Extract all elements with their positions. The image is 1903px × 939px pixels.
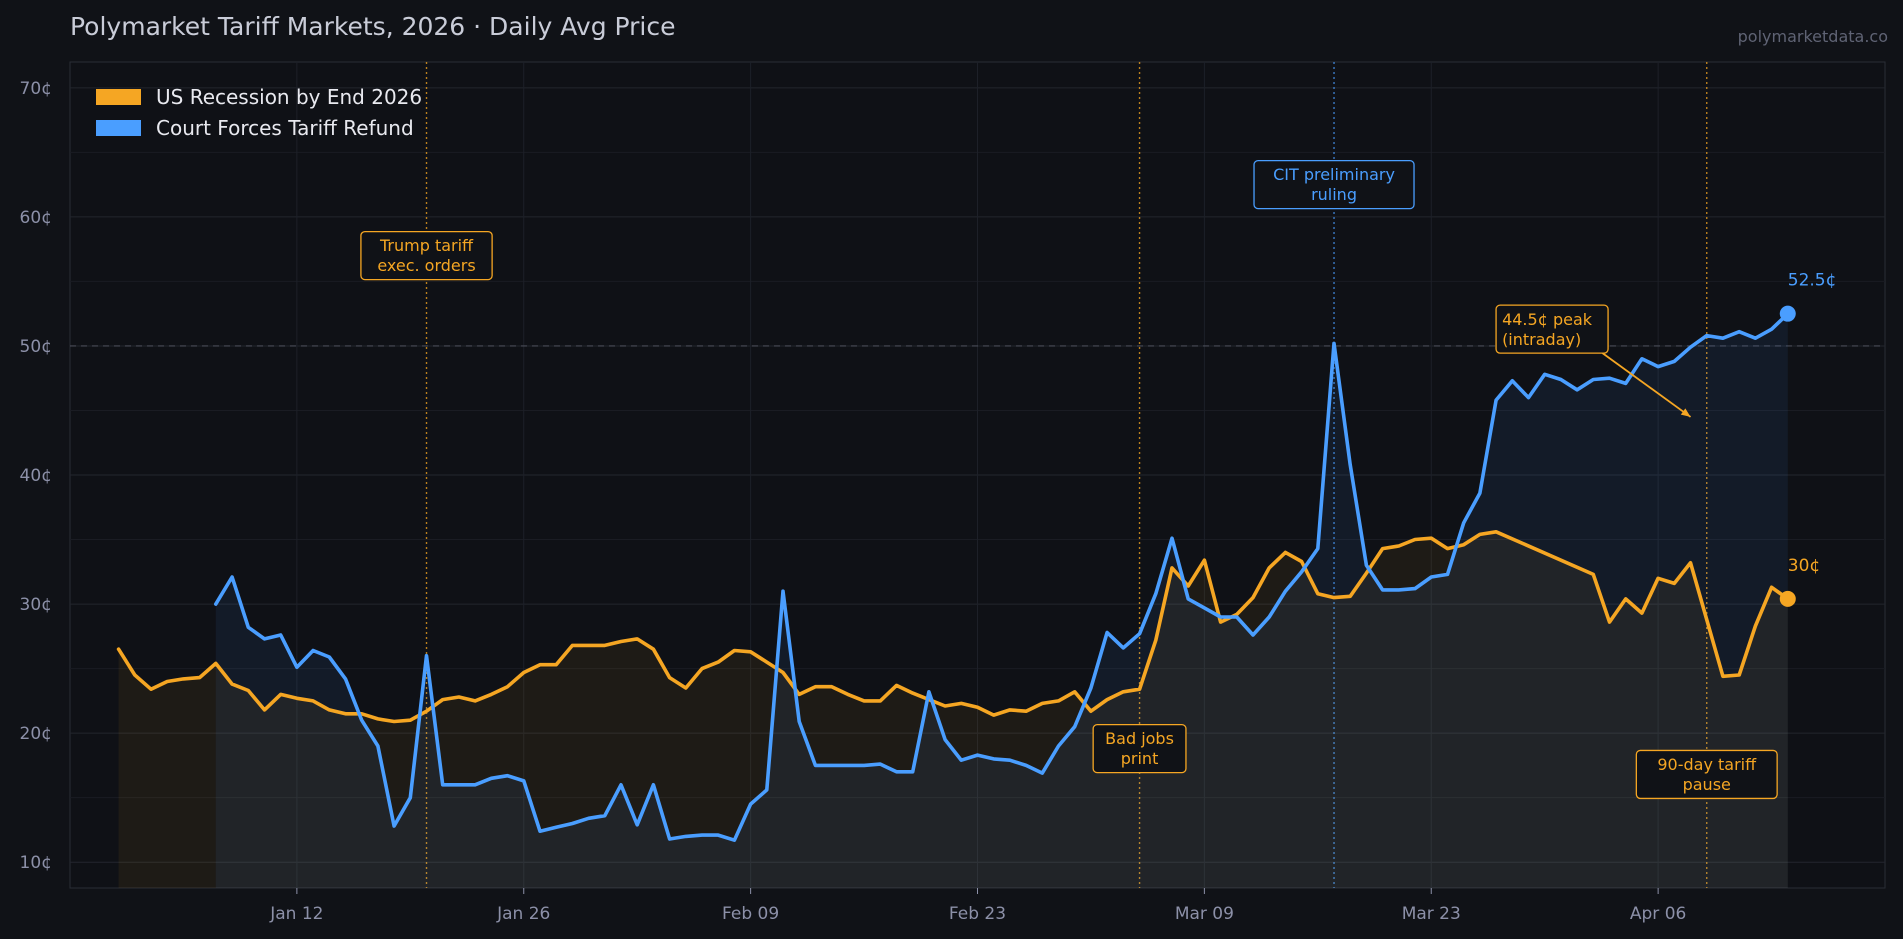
annotation-text: 90-day tariff (1657, 755, 1757, 774)
series-end-label-1: 52.5¢ (1788, 271, 1837, 291)
annotation-text: ruling (1311, 185, 1357, 204)
x-tick-label: Feb 23 (949, 904, 1006, 924)
annotation-text: 44.5¢ peak (1502, 310, 1593, 329)
series-line-1 (214, 311, 1790, 842)
y-tick-label: 60¢ (20, 208, 52, 228)
annotation-box (1495, 304, 1609, 354)
annotation-arrowhead (1680, 408, 1691, 417)
series-lines (116, 305, 1796, 842)
annotation-text: Bad jobs (1105, 729, 1174, 748)
legend-swatch-0 (96, 89, 141, 105)
x-tick-label: Mar 09 (1175, 904, 1234, 924)
y-tick-label: 70¢ (20, 79, 52, 99)
x-tick-label: Jan 12 (269, 904, 323, 924)
annotation-box (1635, 749, 1778, 800)
legend-swatch-1 (96, 120, 141, 136)
y-tick-label: 10¢ (20, 853, 52, 873)
x-tick-label: Jan 26 (496, 904, 550, 924)
annotation-text: print (1121, 749, 1159, 768)
annotation-text: pause (1683, 775, 1731, 794)
annotation-arrow (1601, 352, 1692, 418)
series-end-point-0 (1779, 590, 1796, 607)
series-end-label-0: 30¢ (1788, 556, 1820, 576)
legend-label-1: Court Forces Tariff Refund (156, 116, 414, 140)
legend: US Recession by End 2026 Court Forces Tar… (96, 85, 422, 140)
axes: 10¢ 20¢ 30¢ 40¢ 50¢ 60¢ 70¢ Jan 12 Jan 26 Feb 09 F… (20, 79, 1687, 924)
legend-label-0: US Recession by End 2026 (156, 85, 422, 109)
peak-annotation-0: 44.5¢ peak(intraday) (1495, 304, 1609, 354)
series-line-0 (116, 530, 1790, 724)
x-tick-label: Apr 06 (1630, 904, 1686, 924)
annotation-text: (intraday) (1502, 330, 1581, 349)
annotation-text: Trump tariff (379, 236, 474, 255)
series-area-0 (118, 531, 1788, 888)
y-tick-label: 20¢ (20, 724, 52, 744)
series-area-1 (215, 313, 1788, 888)
annotation-box (1253, 159, 1415, 210)
annotation-box (1092, 723, 1187, 774)
annotation-text: exec. orders (377, 256, 475, 275)
y-tick-label: 50¢ (20, 337, 52, 357)
x-tick-label: Mar 23 (1402, 904, 1461, 924)
source-label: polymarketdata.co (1738, 27, 1888, 46)
series-fills (118, 313, 1788, 888)
series-end-point-1 (1779, 305, 1796, 322)
grid (70, 62, 1885, 888)
y-tick-label: 40¢ (20, 466, 52, 486)
annotation-box (360, 230, 493, 281)
chart-title: Polymarket Tariff Markets, 2026 · Daily … (70, 12, 676, 41)
y-tick-label: 30¢ (20, 595, 52, 615)
annotation-text: CIT preliminary (1273, 165, 1395, 184)
x-tick-label: Feb 09 (722, 904, 779, 924)
